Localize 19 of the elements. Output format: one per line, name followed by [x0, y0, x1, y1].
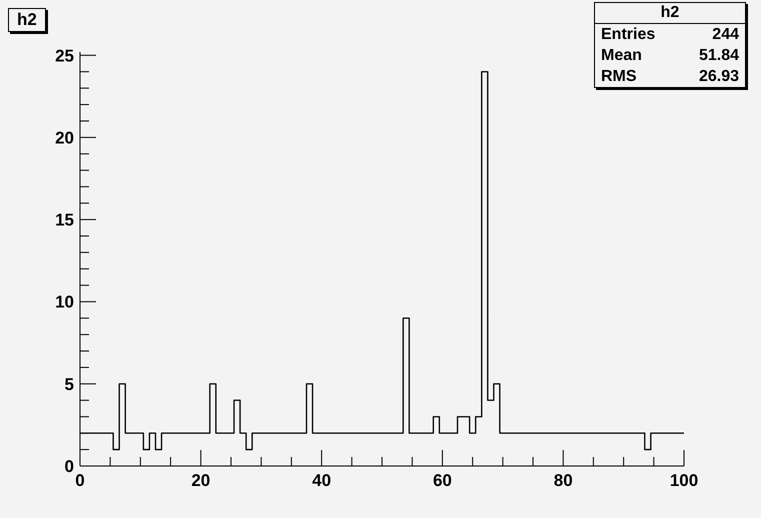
text: h2	[595, 3, 745, 24]
text: 244	[712, 25, 739, 45]
y-tick-label: 0	[64, 457, 74, 476]
text: 26.93	[698, 67, 739, 87]
y-tick-label: 20	[55, 128, 74, 148]
x-tick-label: 100	[670, 471, 698, 490]
x-tick-label: 40	[312, 471, 332, 490]
annotation: RMS	[601, 67, 637, 87]
y-tick-label: 25	[55, 46, 74, 66]
y-tick-label: 5	[64, 374, 74, 394]
y-tick-label: 15	[55, 210, 74, 230]
annotation: Mean	[601, 46, 642, 66]
x-tick-label: 80	[554, 471, 573, 490]
y-tick-label: 10	[55, 292, 74, 312]
x-tick-label: 20	[191, 471, 210, 490]
x-tick-label: 60	[432, 471, 452, 490]
chart-title: h2	[8, 8, 46, 32]
text: Entries	[601, 25, 656, 45]
text: 51.84	[698, 46, 739, 66]
